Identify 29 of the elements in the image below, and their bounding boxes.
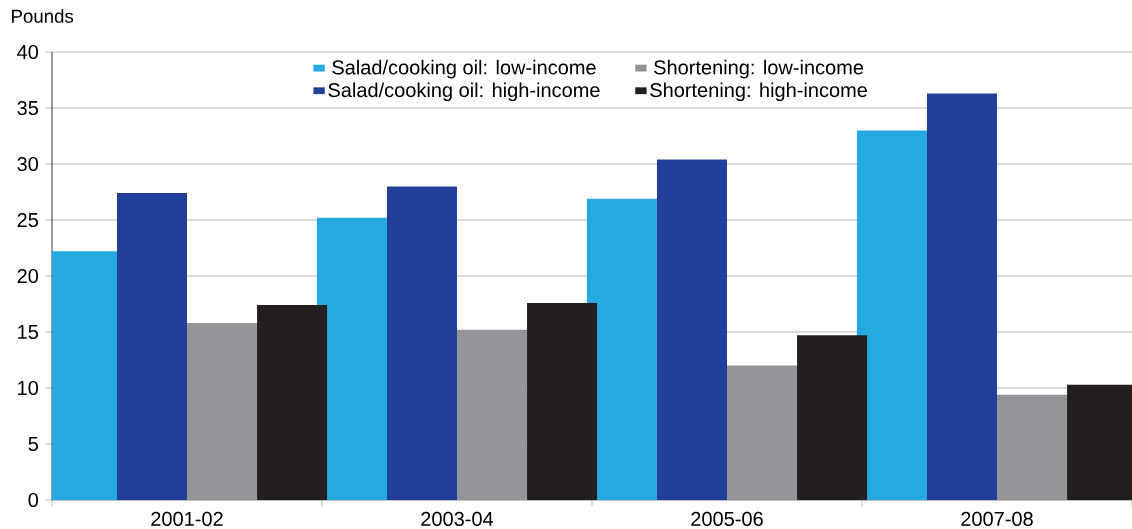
bar (187, 322, 258, 500)
y-tick-label: 25 (17, 212, 39, 227)
y-tick-label: 20 (17, 268, 39, 283)
bar (926, 93, 997, 500)
y-tick-label: 30 (17, 156, 39, 171)
y-tick-label: 35 (17, 100, 39, 115)
bar (457, 329, 528, 500)
x-tick-label: 2007-08 (961, 511, 1033, 526)
legend-label: Salad/cooking oil: low-income (332, 59, 596, 79)
y-tick-label: 15 (18, 324, 39, 339)
bar (527, 302, 598, 500)
x-tick-label: 2003-04 (421, 511, 494, 526)
bar (797, 335, 868, 500)
y-tick-label: 5 (28, 436, 39, 451)
bar (856, 130, 927, 500)
legend-label: Salad/cooking oil: high-income (328, 82, 600, 101)
y-tick-label: 0 (28, 492, 39, 507)
bar (257, 304, 328, 500)
x-tick-label: 2005-06 (691, 511, 763, 526)
bar (727, 365, 798, 500)
y-axis-title: Pounds (12, 8, 74, 23)
x-tick-label: 2001-02 (151, 511, 223, 526)
bar (656, 159, 727, 500)
legend-label: Shortening: high-income (650, 82, 867, 101)
legend-label: Shortening: low-income (654, 59, 864, 79)
bar (586, 198, 657, 500)
y-tick-label: 40 (17, 44, 39, 59)
y-tick-label: 10 (18, 380, 39, 395)
bar (386, 186, 457, 500)
